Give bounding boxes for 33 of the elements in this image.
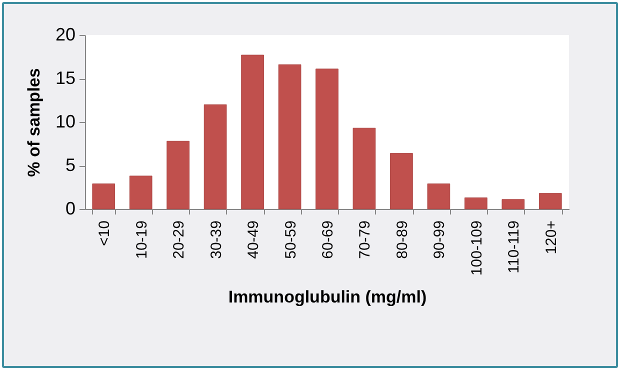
x-tick-label: 50-59 (282, 220, 300, 259)
bar (502, 199, 525, 210)
x-tick-label: 10-19 (133, 220, 150, 259)
bar (316, 68, 338, 210)
x-tick-label: 120+ (542, 220, 560, 254)
x-tick-label: 90-99 (431, 220, 448, 259)
bar (538, 193, 562, 210)
y-tick-label: 0 (65, 198, 76, 218)
bar (427, 184, 450, 210)
bar (390, 153, 413, 210)
bar (129, 176, 152, 210)
bar (204, 104, 227, 210)
y-tick-label: 5 (65, 155, 76, 175)
bar (464, 197, 488, 210)
y-tick-label: 15 (55, 68, 76, 88)
x-axis-title: Immunoglubulin (mg/ml) (228, 288, 427, 307)
x-tick-label: 60-69 (320, 220, 336, 259)
bar (92, 184, 116, 210)
bar (166, 140, 190, 210)
y-tick-label: 10 (55, 112, 76, 132)
x-tick-label: 30-39 (208, 220, 225, 259)
bar (241, 54, 264, 210)
x-tick-label: <10 (96, 220, 114, 246)
x-tick-label: 100-109 (468, 220, 486, 276)
y-axis-title: % of samples (24, 68, 44, 177)
y-tick-label: 20 (55, 24, 76, 44)
x-tick-label: 20-29 (170, 220, 188, 259)
x-tick-label: 110-119 (506, 220, 523, 274)
x-tick-label: 40-49 (245, 220, 262, 259)
x-tick-label: 70-79 (356, 220, 374, 259)
x-tick-label: 80-89 (394, 220, 411, 259)
bar (352, 128, 376, 210)
bar (278, 64, 302, 210)
